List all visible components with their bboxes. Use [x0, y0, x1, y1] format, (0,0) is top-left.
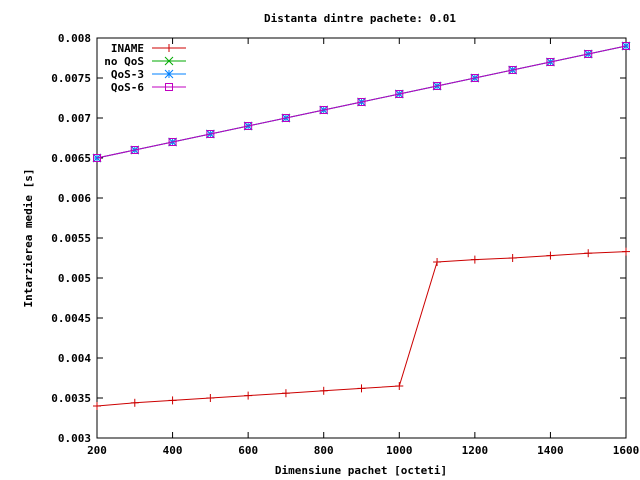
series-layer	[92, 41, 631, 410]
data-point	[546, 251, 555, 260]
y-tick-label: 0.004	[58, 352, 91, 365]
x-tick-label: 1600	[613, 444, 640, 457]
y-tick-label: 0.007	[58, 112, 91, 125]
legend-label: no QoS	[104, 55, 144, 68]
axis-ticks: 200 400 600 800 1000 1200 1400 1600 0.003 0.0035 0…	[51, 32, 639, 457]
data-point	[584, 50, 593, 58]
data-point	[357, 384, 366, 393]
legend-marker	[164, 69, 174, 79]
data-point	[206, 130, 215, 138]
data-point	[319, 106, 328, 114]
chart-title: Distanta dintre pachete: 0.01	[264, 12, 456, 25]
data-point	[470, 74, 479, 82]
y-tick-label: 0.0075	[51, 72, 91, 85]
y-tick-label: 0.0055	[51, 232, 91, 245]
data-point	[130, 398, 139, 407]
data-point	[281, 389, 290, 398]
y-tick-label: 0.0035	[51, 392, 91, 405]
x-tick-label: 600	[238, 444, 258, 457]
y-tick-label: 0.0065	[51, 152, 91, 165]
x-tick-label: 400	[163, 444, 183, 457]
data-point	[508, 254, 517, 262]
legend-marker	[165, 44, 173, 52]
x-tick-label: 1200	[462, 444, 489, 457]
series-line	[96, 45, 627, 159]
data-point	[93, 402, 101, 410]
legend-marker	[164, 56, 174, 66]
series-iname	[93, 247, 630, 410]
data-point	[433, 82, 442, 90]
y-axis-label: Intarzierea medie [s]	[22, 168, 35, 307]
data-point	[130, 146, 139, 154]
data-point	[622, 42, 630, 50]
data-point	[546, 58, 555, 66]
data-point	[584, 249, 593, 258]
data-point	[470, 255, 479, 264]
y-tick-label: 0.003	[58, 432, 91, 445]
x-tick-label: 1000	[386, 444, 413, 457]
x-tick-label: 1400	[537, 444, 564, 457]
legend-label: QoS-3	[111, 68, 144, 81]
data-point	[168, 138, 177, 146]
data-point	[281, 114, 290, 122]
data-point	[395, 382, 404, 390]
x-axis-label: Dimensiune pachet [octeti]	[275, 464, 447, 477]
data-point	[395, 90, 404, 98]
x-tick-label: 800	[314, 444, 334, 457]
y-tick-label: 0.0045	[51, 312, 91, 325]
data-point	[622, 247, 630, 256]
y-tick-label: 0.008	[58, 32, 91, 45]
legend-label: INAME	[111, 42, 144, 55]
data-point	[244, 391, 253, 400]
data-point	[319, 386, 328, 395]
y-tick-label: 0.005	[58, 272, 91, 285]
y-tick-label: 0.006	[58, 192, 91, 205]
data-point	[508, 66, 517, 74]
legend-marker	[165, 83, 173, 91]
data-point	[244, 122, 253, 130]
legend-label: QoS-6	[111, 81, 144, 94]
series-qos-6	[93, 42, 630, 162]
data-point	[433, 258, 442, 266]
data-point	[357, 98, 366, 106]
series-line	[96, 251, 627, 407]
data-point	[206, 394, 215, 402]
data-point	[93, 154, 101, 162]
x-tick-label: 200	[87, 444, 107, 457]
data-point	[168, 396, 177, 405]
